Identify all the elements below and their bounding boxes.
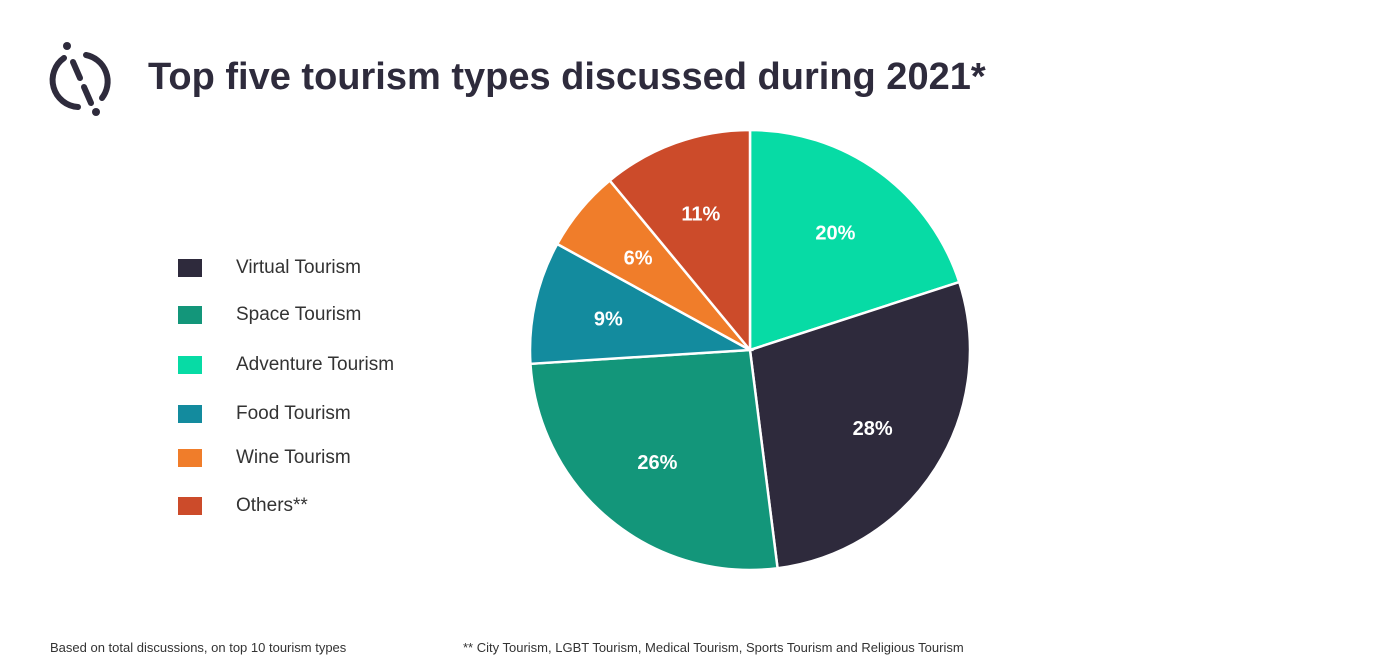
chart-title: Top five tourism types discussed during … bbox=[148, 56, 986, 98]
legend-swatch bbox=[178, 306, 202, 324]
legend-swatch bbox=[178, 405, 202, 423]
pie-slice bbox=[528, 242, 755, 366]
slice-label: 6% bbox=[624, 247, 653, 269]
pie-slice bbox=[529, 348, 779, 572]
legend-item: Wine Tourism bbox=[178, 447, 351, 469]
pie-slice bbox=[608, 128, 752, 354]
footnote-right: ** City Tourism, LGBT Tourism, Medical T… bbox=[463, 640, 964, 655]
legend-label: Others** bbox=[236, 495, 308, 516]
slice-label: 28% bbox=[853, 418, 893, 440]
legend-item: Others** bbox=[178, 495, 308, 517]
footnote-left: Based on total discussions, on top 10 to… bbox=[50, 640, 347, 655]
slice-label: 11% bbox=[681, 203, 720, 225]
pie-slice bbox=[748, 280, 972, 570]
slice-label: 20% bbox=[815, 223, 855, 245]
legend-label: Virtual Tourism bbox=[236, 257, 361, 278]
legend-label: Adventure Tourism bbox=[236, 354, 395, 375]
legend-swatch bbox=[178, 497, 202, 515]
legend-swatch bbox=[178, 356, 202, 374]
brand-logo-icon bbox=[49, 42, 111, 116]
legend-item: Adventure Tourism bbox=[178, 354, 394, 376]
legend-label: Wine Tourism bbox=[236, 447, 351, 468]
legend-label: Space Tourism bbox=[236, 304, 362, 325]
slice-label: 26% bbox=[637, 452, 677, 474]
slice-label: 9% bbox=[594, 308, 623, 330]
pie-slice bbox=[748, 128, 961, 352]
legend-label: Food Tourism bbox=[236, 403, 351, 424]
legend-item: Virtual Tourism bbox=[178, 257, 361, 279]
legend-swatch bbox=[178, 259, 202, 277]
legend-swatch bbox=[178, 449, 202, 467]
legend-item: Food Tourism bbox=[178, 403, 351, 425]
legend-item: Space Tourism bbox=[178, 304, 361, 326]
